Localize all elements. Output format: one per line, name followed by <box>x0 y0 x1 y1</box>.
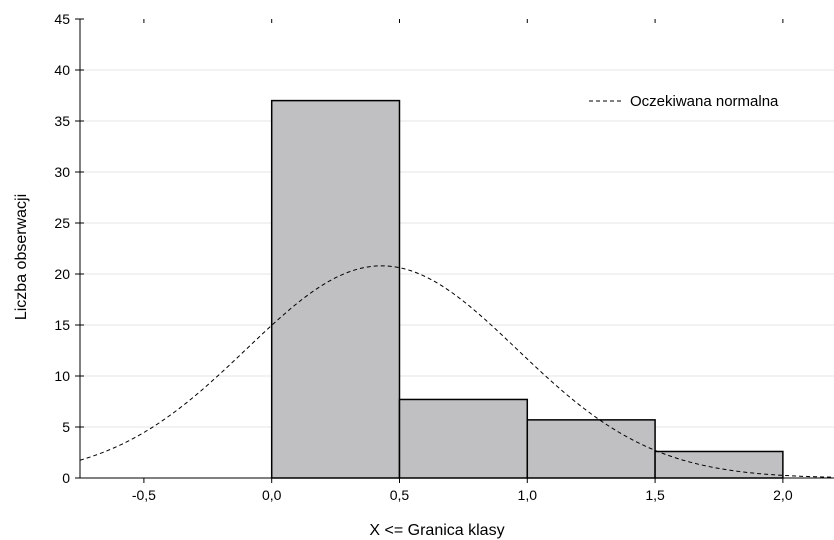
x-tick-label: 1,0 <box>518 487 538 503</box>
tick-labels: 0 5 10 15 20 25 30 35 40 45 -0,5 0,0 0,5 1,0 1,5 2,0 <box>54 11 792 503</box>
y-tick-label: 20 <box>54 266 70 282</box>
y-tick-label: 35 <box>54 113 70 129</box>
y-tick-label: 40 <box>54 62 70 78</box>
x-tick-label: 0,5 <box>390 487 410 503</box>
x-tick-label: 0,0 <box>262 487 282 503</box>
y-axis-title: Liczba obserwacji <box>13 194 30 320</box>
y-tick-label: 45 <box>54 11 70 27</box>
y-tick-label: 30 <box>54 164 70 180</box>
y-tick-label: 0 <box>62 470 70 486</box>
y-tick-label: 25 <box>54 215 70 231</box>
x-tick-label: 2,0 <box>773 487 793 503</box>
x-axis-title: X <= Granica klasy <box>369 522 504 539</box>
axes <box>75 18 834 483</box>
histogram-bar <box>654 450 784 479</box>
histogram-bars <box>270 99 784 479</box>
histogram-bar <box>398 398 529 479</box>
histogram-bar <box>270 99 401 479</box>
y-tick-label: 10 <box>54 368 70 384</box>
histogram-bar <box>526 419 656 479</box>
x-tick-label: 1,5 <box>645 487 665 503</box>
y-tick-label: 5 <box>62 419 70 435</box>
x-tick-label: -0,5 <box>132 487 156 503</box>
grid-lines <box>80 69 834 428</box>
legend: Oczekiwana normalna <box>589 93 779 110</box>
y-tick-label: 15 <box>54 317 70 333</box>
legend-label: Oczekiwana normalna <box>630 93 779 110</box>
